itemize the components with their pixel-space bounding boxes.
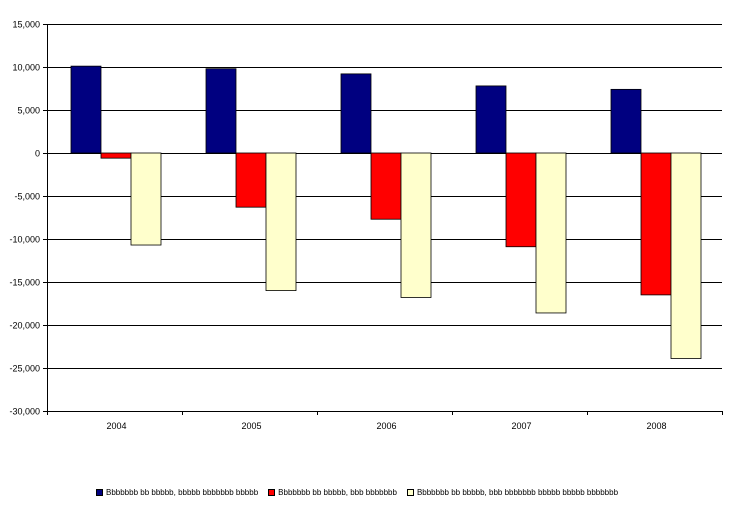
bar-2-2008 <box>640 152 672 296</box>
x-tick-label: 2007 <box>511 421 531 431</box>
legend-swatch-series-3 <box>406 489 414 496</box>
legend-label-series-2: Bbbbbbb bb bbbbb, bbb bbbbbbb <box>278 488 397 497</box>
y-tick-label: -5,000 <box>14 192 40 202</box>
legend-label-series-1: Bbbbbbb bb bbbbb, bbbbb bbbbbbb bbbbb <box>106 488 259 497</box>
bar-1-2005 <box>205 68 237 154</box>
bar-3-2006 <box>400 152 432 298</box>
legend-swatch-series-2 <box>268 489 276 496</box>
legend-item-series-3: Bbbbbbb bb bbbbb, bbb bbbbbbb bbbbb bbbb… <box>406 488 619 497</box>
bar-3-2008 <box>670 152 702 359</box>
y-tick-label: -10,000 <box>9 235 40 245</box>
y-tick-label: -20,000 <box>9 321 40 331</box>
legend: Bbbbbbb bb bbbbb, bbbbb bbbbbbb bbbbb Bb… <box>96 488 618 497</box>
y-tick-label: 5,000 <box>17 106 40 116</box>
bar-2-2007 <box>505 152 537 248</box>
legend-item-series-2: Bbbbbbb bb bbbbb, bbb bbbbbbb <box>268 488 397 497</box>
y-tick-label: -30,000 <box>9 407 40 417</box>
bar-1-2007 <box>475 85 507 154</box>
bar-3-2004 <box>130 152 162 246</box>
bar-1-2008 <box>610 88 642 154</box>
legend-item-series-1: Bbbbbbb bb bbbbb, bbbbb bbbbbbb bbbbb <box>96 488 258 497</box>
bars <box>70 65 702 359</box>
y-tick-label: 0 <box>35 149 40 159</box>
y-axis-ticks: 15,000 10,000 5,000 0 -5,000 -10,000 -15,000 -2… <box>9 20 47 417</box>
bar-3-2007 <box>535 152 567 314</box>
y-tick-label: -15,000 <box>9 278 40 288</box>
bar-1-2004 <box>70 65 102 154</box>
x-tick-label: 2006 <box>376 421 396 431</box>
legend-label-series-3: Bbbbbbb bb bbbbb, bbb bbbbbbb bbbbb bbbb… <box>416 488 619 497</box>
x-tick-label: 2008 <box>646 421 666 431</box>
bar-2-2004 <box>100 152 132 159</box>
y-tick-label: 15,000 <box>12 20 40 30</box>
y-tick-label: 10,000 <box>12 63 40 73</box>
y-tick-label: -25,000 <box>9 364 40 374</box>
x-tick-label: 2004 <box>106 421 126 431</box>
bar-3-2005 <box>265 152 297 292</box>
legend-swatch-series-1 <box>96 489 103 496</box>
x-tick-label: 2005 <box>241 421 261 431</box>
bar-2-2005 <box>235 152 267 208</box>
x-axis-ticks: 2004 2005 2006 2007 2008 <box>47 411 723 431</box>
bar-1-2006 <box>340 73 372 154</box>
bar-2-2006 <box>370 152 402 220</box>
